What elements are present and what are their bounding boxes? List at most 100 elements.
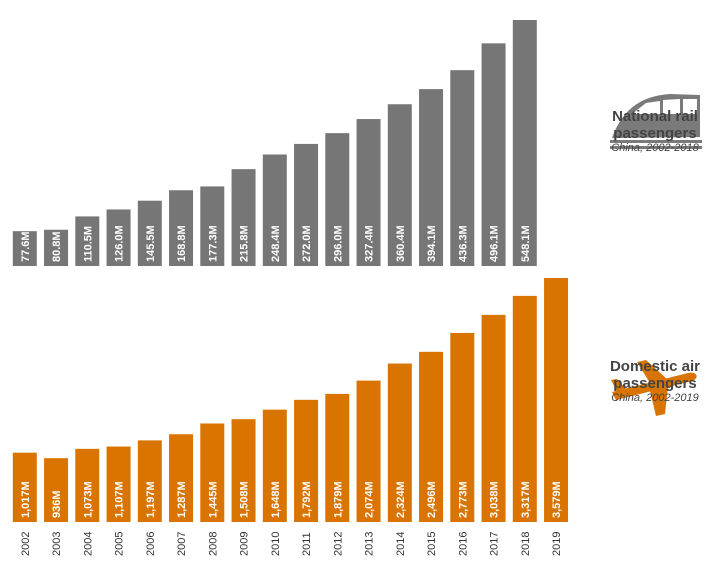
rail-bar-2006 [137,200,162,266]
rail-bar-label: 77.6M [20,231,32,262]
year-tick-label: 2019 [551,532,563,556]
year-tick-label: 2018 [520,532,532,556]
air-bar-2002 [12,452,37,522]
rail-bar-label: 296.0M [332,225,344,262]
rail-bar-2015 [419,89,444,266]
air-bar-label: 1,017M [20,481,32,518]
air-bar-2003 [44,458,69,522]
rail-legend-title-1: National rail [612,108,698,125]
air-bar-label: 2,496M [426,481,438,518]
rail-bar-label: 215.8M [239,225,251,262]
air-bar-2012 [325,393,350,522]
air-bar-label: 2,074M [364,481,376,518]
air-bar-label: 1,792M [301,481,313,518]
air-bar-2013 [356,380,381,522]
rail-bar-2002 [12,231,37,266]
train-icon [610,94,702,149]
air-legend-title-1: Domestic air [609,358,701,375]
airplane-icon [611,360,697,416]
rail-bar-label: 548.1M [520,225,532,262]
year-tick-label: 2014 [395,532,407,556]
year-tick-label: 2009 [239,532,251,556]
rail-bar-2017 [481,43,506,266]
year-tick-label: 2003 [51,532,63,556]
air-bar-label: 936M [51,490,63,518]
rail-bar-label: 145.5M [145,225,157,262]
rail-bar-label: 110.5M [82,226,94,262]
air-bar-label: 1,445M [207,481,219,518]
rail-bar-2018 [512,20,537,266]
rail-bar-label: 168.8M [176,225,188,262]
rail-bar-label: 394.1M [426,225,438,262]
year-tick-label: 2007 [176,532,188,556]
rail-bar-2005 [106,209,131,266]
air-bar-2009 [231,419,256,522]
rail-chart: 77.6M 80.8M 110.5M 126.0M 145.5M 168.8M 177.3M… [12,20,537,267]
air-bar-label: 1,107M [114,481,126,518]
rail-bar-label: 496.1M [489,225,501,262]
air-bar-label: 1,648M [270,481,282,518]
year-tick-label: 2002 [20,532,32,556]
year-tick-label: 2012 [332,532,344,556]
air-bar-2018 [512,295,537,522]
year-tick-label: 2005 [114,532,126,556]
air-bar-label: 1,508M [239,481,251,518]
rail-bar-label: 80.8M [51,231,63,262]
air-bar-label: 2,324M [395,481,407,518]
air-bar-2014 [387,363,412,522]
air-bar-2011 [294,399,319,522]
rail-bar-2008 [200,186,225,266]
air-bar-label: 1,073M [82,481,94,518]
air-bar-2006 [137,440,162,522]
year-tick-label: 2010 [270,532,282,556]
air-legend-title-2: passengers [613,375,697,392]
year-axis: 2002 2003 2004 2005 2006 2007 2008 2009 2010 2011… [20,532,563,556]
rail-bar-2004 [75,216,100,266]
rail-bar-label: 360.4M [395,225,407,262]
air-bar-2008 [200,423,225,522]
rail-bar-label: 248.4M [270,225,282,262]
air-bar-label: 1,879M [332,481,344,518]
air-bar-label: 1,197M [145,481,157,518]
year-tick-label: 2008 [207,532,219,556]
rail-bar-2014 [387,104,412,267]
rail-bar-2013 [356,119,381,266]
year-tick-label: 2015 [426,532,438,556]
rail-bar-label: 272.0M [301,225,313,262]
year-tick-label: 2004 [82,532,94,556]
air-bar-2019 [544,278,569,522]
rail-bar-2007 [169,190,194,266]
rail-bar-label: 126.0M [114,225,126,262]
rail-bar-label: 436.3M [457,225,469,262]
air-bar-2004 [75,448,100,522]
air-legend-subtitle: China, 2002-2019 [611,392,699,404]
air-bar-2010 [262,409,287,522]
year-tick-label: 2006 [145,532,157,556]
air-legend: Domestic air passengers China, 2002-2019 [596,358,714,405]
year-tick-label: 2016 [457,532,469,556]
rail-bar-label: 327.4M [364,225,376,262]
rail-bar-2011 [294,143,319,266]
rail-bar-2009 [231,169,256,266]
year-tick-label: 2017 [489,532,501,556]
air-bar-label: 2,773M [457,481,469,518]
rail-bar-2010 [262,154,287,266]
rail-legend-subtitle: China, 2002-2018 [611,142,699,154]
air-bar-2015 [419,351,444,522]
air-bar-2017 [481,314,506,522]
rail-bar-label: 177.3M [207,225,219,262]
year-tick-label: 2013 [364,532,376,556]
air-bar-label: 3,317M [520,481,532,518]
air-bar-label: 3,038M [489,481,501,518]
air-chart: 1,017M 936M 1,073M 1,107M 1,197M 1,287M 1,445M… [12,278,569,522]
air-bar-label: 1,287M [176,481,188,518]
rail-legend: National rail passengers China, 2002-201… [598,108,712,155]
rail-legend-title-2: passengers [613,125,697,142]
air-bar-2016 [450,332,475,522]
rail-bar-2003 [44,229,69,266]
rail-bar-2012 [325,133,350,266]
year-tick-label: 2011 [301,532,313,556]
air-bar-2007 [169,434,194,522]
air-bar-2005 [106,446,131,522]
